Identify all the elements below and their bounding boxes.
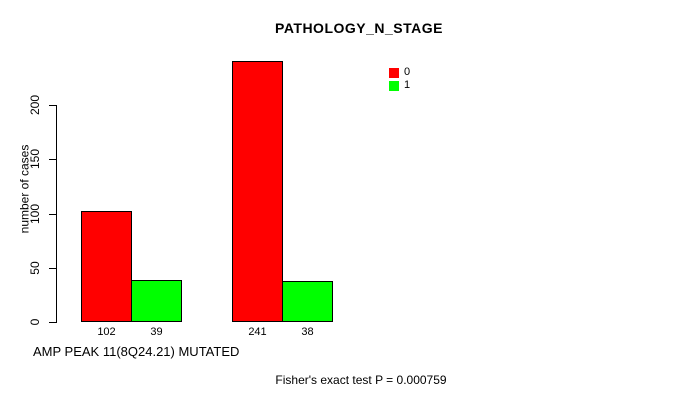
bar-group1-series-0 [81,211,132,322]
x-axis-label: AMP PEAK 11(8Q24.21) MUTATED [33,344,240,359]
y-tick-label: 200 [28,94,42,116]
bar-group1-series-1 [131,280,182,322]
bar-group2-series-1 [282,281,333,322]
y-axis-tick [49,322,57,323]
stat-annotation: Fisher's exact test P = 0.000759 [275,373,447,387]
bar-value-label: 38 [301,326,314,338]
y-tick-label: 0 [28,318,42,326]
bar-value-label: 39 [150,326,163,338]
chart-title: PATHOLOGY_N_STAGE [275,20,443,36]
y-tick-label: 150 [28,149,42,170]
y-tick-label: 100 [28,203,42,224]
bar-value-label: 241 [248,326,267,338]
y-axis-tick [49,159,57,161]
legend-label-0: 0 [404,66,411,78]
y-axis-tick [49,213,57,215]
legend-swatch-red [389,67,399,78]
y-axis-tick [49,105,57,106]
y-tick-label: 50 [28,261,42,275]
legend-swatch-green [389,80,399,91]
y-axis-tick [49,267,57,269]
bar-value-label: 102 [97,326,116,338]
legend: 0 1 [389,66,410,92]
bar-group2-series-0 [232,61,283,322]
legend-item-1: 1 [389,79,410,92]
legend-label-1: 1 [404,79,411,91]
legend-item-0: 0 [389,66,410,79]
